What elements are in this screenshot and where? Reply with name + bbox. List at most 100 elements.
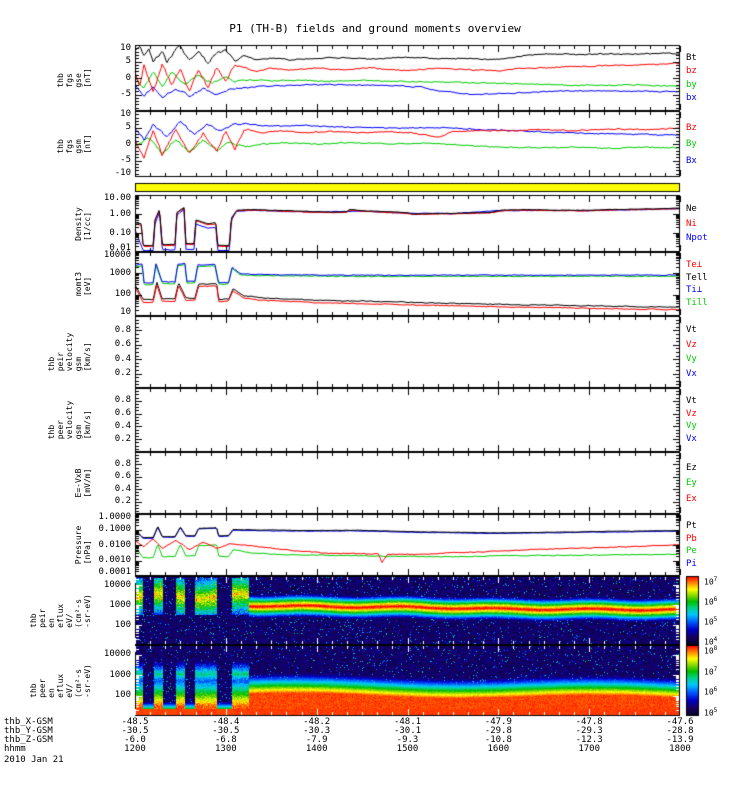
x-axis-value: -9.3 (396, 735, 419, 745)
density-series-label-Npot: Npot (686, 232, 708, 243)
fgs_gse-series-label-bx: bx (686, 92, 697, 103)
x-axis-value: 1500 (396, 744, 419, 754)
colorbar-exponent: 5 (713, 616, 718, 623)
vel_peir-y-axis-label-line: peir (56, 352, 65, 372)
momt3-series-label-Te⊥: Te⊥ (686, 259, 703, 270)
vel_peir-y-axis-label-line: thb (47, 356, 56, 372)
density-series-label-Ne: Ne (686, 204, 697, 215)
efield-series-label-Ey: Ey (686, 478, 697, 488)
spec_peer-colorbar-label: 105 (704, 707, 718, 718)
x-axis-value: -30.5 (121, 726, 149, 736)
pressure-ytick-label: 0.0100 (98, 539, 131, 550)
spec_peer-colorbar-label: 107 (704, 665, 718, 677)
colorbar-exponent: 7 (713, 576, 718, 583)
efield-series-label-Ex: Ex (686, 493, 697, 504)
pressure-series-label-Pb: Pb (686, 533, 697, 544)
vel_peer-series-label-Vx: Vx (686, 434, 697, 445)
vel_peir-ytick-label: 0.6 (114, 339, 131, 350)
colorbar-exponent: 7 (713, 665, 718, 673)
pressure-ytick-label: 1.0000 (98, 511, 131, 522)
x-axis-value: -10.8 (484, 735, 512, 745)
fgs_gsm-series-label-By: By (686, 139, 697, 149)
date-label: 2010 Jan 21 (4, 755, 64, 765)
fgs_gsm-ytick-label: -5 (120, 155, 131, 165)
colorbar-exponent: 8 (713, 645, 718, 652)
x-axis-value: -12.3 (575, 735, 603, 745)
pressure-ytick-label: 0.0010 (98, 555, 131, 565)
x-axis-row-thb_X-GSM: thb_X-GSM (4, 717, 53, 727)
spec_peir-colorbar-label: 104 (704, 636, 718, 647)
x-axis-value: -30.1 (393, 726, 422, 736)
efield-ytick-label: 0.2 (114, 496, 131, 507)
spec_peir-colorbar-label: 107 (704, 576, 718, 587)
colorbar-exponent: 5 (713, 707, 718, 714)
vel_peir-y-axis-label-line: [km/s] (83, 342, 92, 372)
x-axis-value: 1300 (214, 744, 237, 754)
x-axis-value: 1200 (124, 744, 146, 754)
fgs_gse-series-label-by: by (686, 79, 697, 90)
fgs_gsm-ytick-label: 0 (125, 138, 131, 149)
vel_peir-series-label-Vy: Vy (686, 354, 697, 365)
vel_peir-ytick-label: 0.2 (114, 368, 131, 379)
vel_peer-ytick-label: 0.8 (114, 395, 131, 406)
fgs_gse-series-label-Bt: Bt (686, 53, 697, 64)
x-axis-value: 1600 (487, 744, 510, 754)
momt3-series-label-Ti⊥: Ti⊥ (686, 285, 703, 296)
vel_peer-ytick-label: 0.6 (114, 408, 131, 419)
fgs_gse-ytick-label: 10 (120, 42, 131, 53)
x-axis-value: -30.3 (303, 726, 331, 736)
colorbar-exponent: 6 (713, 596, 718, 603)
x-axis-value: -30.5 (212, 726, 240, 736)
x-axis-value: -29.8 (484, 726, 512, 736)
vel_peer-y-axis-label: thb peer velocity gsm [km/s] (47, 400, 92, 440)
vel_peer-series-label-Vt: Vt (686, 395, 697, 406)
pressure-ytick-label: 0.0001 (98, 567, 131, 577)
spec_peir-ytick-label: 1000 (109, 599, 131, 610)
fgs_gsm-ytick-label: 5 (125, 122, 131, 132)
spec_peir-ytick-label: 10000 (103, 579, 131, 590)
spec_peer-ytick-label: 1000 (109, 669, 131, 680)
spec_peer-ytick-label: 100 (114, 690, 131, 701)
density-ytick-label: 1.00 (109, 208, 131, 219)
fgs_gse-ytick-label: 0 (125, 72, 131, 83)
x-axis-value: -48.5 (121, 717, 149, 727)
vel_peir-y-axis-label: thb peir velocity gsm [km/s] (47, 332, 92, 372)
x-axis-value: 1700 (578, 744, 600, 754)
x-axis-value: -48.2 (303, 717, 331, 727)
vel_peer-y-axis-label-line: velocity (65, 400, 74, 440)
spec_peir-ytick-label: 100 (114, 619, 131, 630)
fgs_gsm-series-label-Bz: Bz (686, 122, 697, 133)
efield-ytick-label: 0.8 (114, 458, 131, 469)
vel_peer-ytick-label: 0.2 (114, 433, 131, 444)
colorbar-exponent: 6 (713, 686, 718, 694)
momt3-ytick-label: 100 (114, 289, 131, 300)
efield-series-label-Ez: Ez (686, 462, 697, 473)
x-axis-value: -48.1 (393, 717, 422, 727)
momt3-series-label-Tell: Tell (686, 272, 708, 283)
x-axis-value: -28.8 (666, 726, 694, 736)
vel_peer-series-label-Vz: Vz (686, 408, 697, 419)
x-axis-value: -6.0 (124, 735, 146, 745)
vel_peer-y-axis-label-line: peer (56, 420, 65, 440)
vel_peir-y-axis-label-line: gsm (74, 356, 83, 372)
vel_peir-y-axis-label-line: velocity (65, 332, 74, 372)
x-axis-value: -47.9 (484, 717, 512, 727)
fgs_gse-ytick-label: 5 (125, 56, 131, 66)
efield-ytick-label: 0.4 (114, 483, 131, 494)
vel_peir-ytick-label: 0.4 (114, 353, 131, 364)
density-ytick-label: 0.10 (109, 227, 131, 238)
x-axis-value: -29.3 (575, 726, 603, 736)
density-ytick-label: 0.01 (109, 243, 131, 253)
vel_peer-y-axis-label-line: gsm (74, 424, 83, 440)
fgs_gse-ytick-label: -5 (120, 89, 131, 99)
spec_peir-colorbar-label: 105 (704, 616, 718, 627)
density-ytick-label: 10.00 (103, 192, 131, 203)
momt3-ytick-label: 1000 (109, 267, 131, 278)
x-axis-value: -47.6 (666, 717, 694, 727)
spec_peer-ytick-label: 10000 (103, 649, 131, 660)
momt3-series-label-Till: Till (686, 298, 708, 309)
x-axis-value: -48.4 (212, 717, 240, 727)
x-axis-value: 1800 (669, 744, 691, 754)
x-axis-value: -7.9 (305, 735, 328, 745)
